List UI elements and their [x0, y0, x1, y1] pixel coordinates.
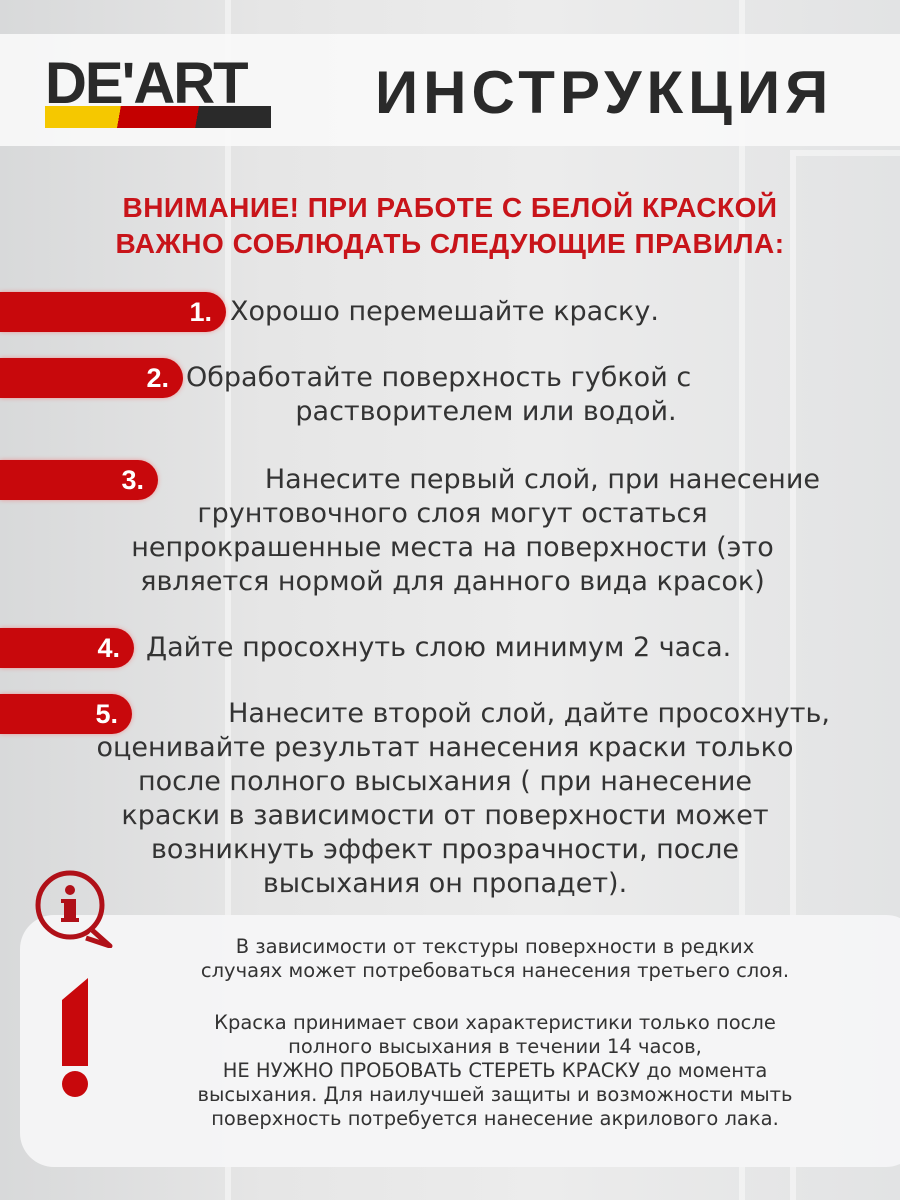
step-line: Обработайте поверхность губкой с	[186, 362, 692, 393]
note-line: В зависимости от текстуры поверхности в …	[235, 935, 755, 958]
step-line: непрокрашенные места на поверхности (это	[131, 532, 774, 563]
notes-card	[20, 915, 900, 1167]
note-paragraph: В зависимости от текстуры поверхности в …	[100, 935, 890, 983]
step-line: является нормой для данного вида красок)	[140, 566, 765, 597]
note-line: НЕ НУЖНО ПРОБОВАТЬ СТЕРЕТЬ КРАСКУ до мом…	[222, 1059, 768, 1082]
step-line: Дайте просохнуть слою минимум 2 часа.	[146, 632, 732, 663]
step-number-badge: 2.	[0, 358, 183, 398]
note-line: полного высыхания в течении 14 часов,	[288, 1035, 702, 1058]
logo-stripe	[45, 106, 271, 128]
info-bubble-icon	[35, 870, 113, 948]
step-number-badge: 1.	[0, 292, 226, 332]
step-line: краски в зависимости от поверхности може…	[121, 800, 769, 831]
warning-line: ВАЖНО СОБЛЮДАТЬ СЛЕДУЮЩИЕ ПРАВИЛА:	[115, 228, 785, 259]
logo-text: DE'ART	[45, 51, 249, 116]
background-door	[225, 0, 745, 1200]
step-line: высыхания он пропадет).	[262, 868, 628, 899]
step-number-badge: 4.	[0, 628, 134, 668]
step-text: Хорошо перемешайте краску.	[230, 295, 720, 329]
step-number-badge: 5.	[0, 694, 132, 734]
step-line: Нанесите второй слой, дайте просохнуть,	[228, 698, 830, 729]
background-door-panel	[790, 150, 900, 1200]
page-title: ИНСТРУКЦИЯ	[375, 59, 834, 126]
note-line: высыхания. Для наилучшей защиты и возмож…	[197, 1083, 793, 1106]
exclamation-icon	[62, 978, 88, 1097]
step-line: грунтовочного слоя могут остаться	[197, 498, 708, 529]
warning-line: ВНИМАНИЕ! ПРИ РАБОТЕ С БЕЛОЙ КРАСКОЙ	[122, 192, 778, 223]
step-number-badge: 3.	[0, 460, 158, 500]
note-paragraph: Краска принимает свои характеристики тол…	[100, 1011, 890, 1131]
note-line: случаях может потребоваться нанесения тр…	[200, 959, 790, 982]
note-line: Краска принимает свои характеристики тол…	[214, 1011, 776, 1034]
step-line: Хорошо перемешайте краску.	[230, 296, 659, 327]
note-line: поверхность потребуется нанесение акрило…	[211, 1107, 779, 1130]
step-text: Нанесите первый слой, при нанесение грунт…	[85, 463, 820, 599]
step-text: Нанесите второй слой, дайте просохнуть, о…	[60, 697, 830, 901]
step-line: после полного высыхания ( при нанесение	[137, 766, 753, 797]
step-text: Дайте просохнуть слою минимум 2 часа.	[146, 631, 806, 665]
step-line: оценивайте результат нанесения краски то…	[96, 732, 794, 763]
step-line: возникнуть эффект прозрачности, после	[150, 834, 739, 865]
step-text: Обработайте поверхность губкой с раствори…	[186, 361, 786, 429]
step-line: растворителем или водой.	[295, 396, 677, 427]
brand-logo: DE'ART	[45, 51, 271, 130]
step-line: Нанесите первый слой, при нанесение	[264, 464, 820, 495]
warning-heading: ВНИМАНИЕ! ПРИ РАБОТЕ С БЕЛОЙ КРАСКОЙ ВАЖ…	[0, 190, 900, 262]
